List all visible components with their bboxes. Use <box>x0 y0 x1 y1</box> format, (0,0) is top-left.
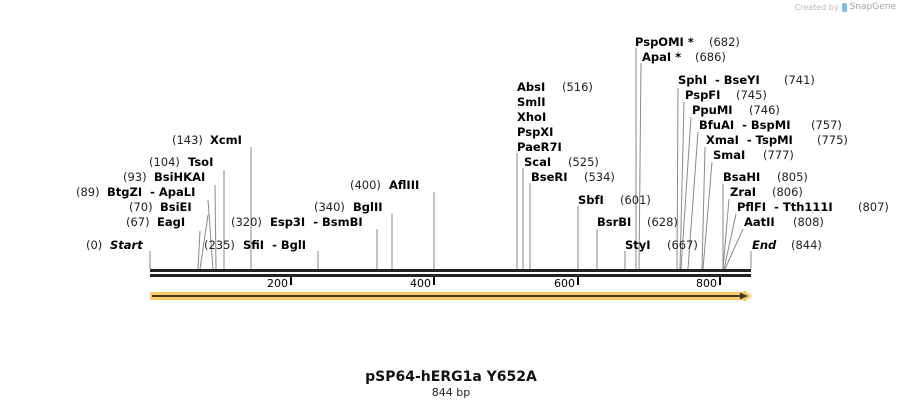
site-zrai[interactable]: ZraI <box>730 185 756 199</box>
site-position: (70) <box>129 200 153 214</box>
site-xhoi[interactable]: XhoI <box>517 110 546 124</box>
site-sphi-bseyi[interactable]: SphI - BseYI <box>678 73 760 87</box>
site-btgzi-apali[interactable]: BtgZI - ApaLI <box>107 185 195 199</box>
site-position: (667) <box>667 238 698 252</box>
site-eagi[interactable]: EagI <box>157 215 185 229</box>
site-position: (807) <box>858 200 889 214</box>
site-position: (741) <box>784 73 815 87</box>
tick-label: 200 <box>267 277 288 290</box>
site-position: (400) <box>350 178 381 192</box>
site-position: (806) <box>772 185 803 199</box>
snapgene-credit: Created by SnapGene <box>795 2 896 12</box>
plasmid-length: 844 bp <box>431 386 471 399</box>
site-position: (745) <box>736 88 767 102</box>
site-xmai-tspmi[interactable]: XmaI - TspMI <box>706 133 793 147</box>
site-bsihkai[interactable]: BsiHKAI <box>154 170 205 184</box>
plasmid-title: pSP64-hERG1a Y652A <box>365 369 537 385</box>
site-position: (340) <box>314 200 345 214</box>
site-start[interactable]: Start <box>110 238 143 252</box>
site-position: (757) <box>811 118 842 132</box>
site-end[interactable]: End <box>752 238 777 252</box>
site-pspxi[interactable]: PspXI <box>517 125 553 139</box>
feature-arrow[interactable] <box>150 290 752 302</box>
site-position: (808) <box>793 215 824 229</box>
site-leader-lines <box>149 48 752 270</box>
ruler: 200 400 600 800 <box>267 277 721 290</box>
site-bsiei[interactable]: BsiEI <box>160 200 192 214</box>
site-tsoi[interactable]: TsoI <box>188 155 213 169</box>
site-aatii[interactable]: AatII <box>744 215 775 229</box>
site-afliii[interactable]: AflIII <box>389 178 419 192</box>
tick-label: 800 <box>696 277 717 290</box>
site-bglii[interactable]: BglII <box>353 200 383 214</box>
site-position: (235) <box>204 238 235 252</box>
site-sbfi[interactable]: SbfI <box>578 193 604 207</box>
site-position: (746) <box>749 103 780 117</box>
site-apai[interactable]: ApaI * <box>642 50 681 64</box>
site-position: (0) <box>86 238 102 252</box>
credit-brand: SnapGene <box>849 2 896 12</box>
site-position: (844) <box>791 238 822 252</box>
site-bsahi[interactable]: BsaHI <box>723 170 760 184</box>
site-pspfi[interactable]: PspFI <box>685 88 720 102</box>
site-absi[interactable]: AbsI <box>517 80 545 94</box>
site-position: (516) <box>562 80 593 94</box>
site-position: (805) <box>777 170 808 184</box>
site-xcmi[interactable]: XcmI <box>210 133 242 147</box>
site-position: (89) <box>76 185 100 199</box>
site-position: (320) <box>231 215 262 229</box>
site-bseri[interactable]: BseRI <box>531 170 568 184</box>
site-position: (777) <box>763 148 794 162</box>
site-position: (775) <box>817 133 848 147</box>
site-sfii-bgli[interactable]: SfiI - BglI <box>243 238 306 252</box>
tick-label: 600 <box>554 277 575 290</box>
site-scai[interactable]: ScaI <box>524 155 551 169</box>
site-position: (534) <box>584 170 615 184</box>
site-position: (628) <box>647 215 678 229</box>
site-position: (67) <box>126 215 150 229</box>
credit-text: Created by <box>794 2 839 12</box>
site-position: (686) <box>695 50 726 64</box>
site-ppumi[interactable]: PpuMI <box>692 103 733 117</box>
site-smai[interactable]: SmaI <box>713 148 745 162</box>
site-bsrbi[interactable]: BsrBI <box>597 215 631 229</box>
site-position: (143) <box>172 133 203 147</box>
snapgene-logo-icon <box>841 2 847 12</box>
site-position: (525) <box>568 155 599 169</box>
site-esp3i-bsmbi[interactable]: Esp3I - BsmBI <box>270 215 363 229</box>
site-position: (104) <box>149 155 180 169</box>
site-pflfi-tth111i[interactable]: PflFI - Tth111I <box>737 200 833 214</box>
site-styi[interactable]: StyI <box>625 238 651 252</box>
site-labels: (0) Start (67) EagI (70) BsiEI (89) BtgZ… <box>76 35 889 252</box>
site-position: (601) <box>620 193 651 207</box>
tick-label: 400 <box>410 277 431 290</box>
site-position: (93) <box>123 170 147 184</box>
site-pspomi[interactable]: PspOMI * <box>635 35 694 49</box>
backbone-top-strand <box>150 269 751 272</box>
backbone-bottom-strand <box>150 274 751 277</box>
site-paer7i[interactable]: PaeR7I <box>517 140 562 154</box>
site-smli[interactable]: SmlI <box>517 95 546 109</box>
site-bfuai-bspmi[interactable]: BfuAI - BspMI <box>699 118 790 132</box>
site-position: (682) <box>709 35 740 49</box>
